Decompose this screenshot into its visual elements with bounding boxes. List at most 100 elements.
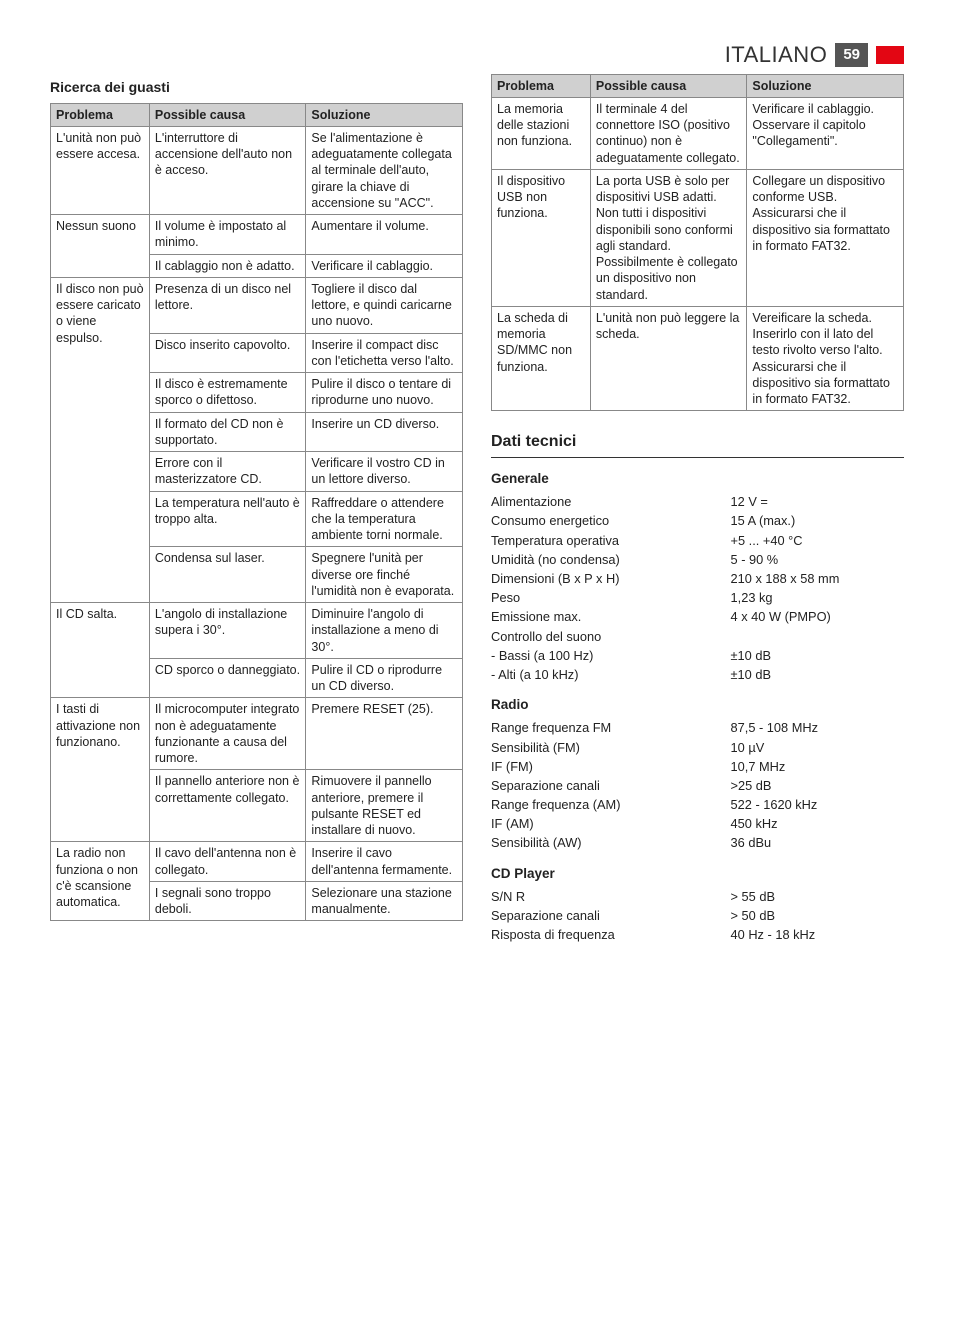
spec-row: Risposta di frequenza40 Hz - 18 kHz — [491, 925, 904, 944]
solution-cell: Selezionare una stazione manualmente. — [306, 881, 463, 921]
page-header: ITALIANO 59 — [50, 40, 904, 70]
solution-cell: Aumentare il volume. — [306, 215, 463, 255]
cause-cell: I segnali sono troppo deboli. — [149, 881, 306, 921]
spec-value: 87,5 - 108 MHz — [731, 718, 904, 737]
spec-row: Consumo energetico15 A (max.) — [491, 511, 904, 530]
th-cause-r: Possible causa — [590, 74, 747, 97]
th-solution-r: Soluzione — [747, 74, 904, 97]
red-accent-bar — [876, 46, 904, 64]
spec-value: 4 x 40 W (PMPO) — [731, 607, 904, 626]
spec-value: > 50 dB — [731, 906, 904, 925]
problem-cell: L'unità non può essere accesa. — [51, 126, 150, 214]
spec-row: - Bassi (a 100 Hz)±10 dB — [491, 646, 904, 665]
spec-label: IF (AM) — [491, 814, 731, 833]
spec-value: 210 x 188 x 58 mm — [731, 569, 904, 588]
spec-value: 12 V = — [731, 492, 904, 511]
spec-label: Risposta di frequenza — [491, 925, 731, 944]
spec-row: Range frequenza FM87,5 - 108 MHz — [491, 718, 904, 737]
spec-label: Dimensioni (B x P x H) — [491, 569, 731, 588]
spec-value: 522 - 1620 kHz — [731, 795, 904, 814]
cause-cell: L'angolo di installazione supera i 30°. — [149, 603, 306, 659]
main-columns: Ricerca dei guasti Problema Possible cau… — [50, 74, 904, 945]
spec-subheading: CD Player — [491, 865, 904, 883]
solution-cell: Rimuovere il pannello anteriore, premere… — [306, 770, 463, 842]
spec-value: 15 A (max.) — [731, 511, 904, 530]
solution-cell: Vereificare la scheda. Inserirlo con il … — [747, 306, 904, 411]
left-column: Ricerca dei guasti Problema Possible cau… — [50, 74, 463, 922]
spec-label: Temperatura operativa — [491, 531, 731, 550]
cause-cell: L'interruttore di accensione dell'auto n… — [149, 126, 306, 214]
cause-cell: Il volume è impostato al minimo. — [149, 215, 306, 255]
spec-row: Alimentazione12 V = — [491, 492, 904, 511]
cause-cell: Il pannello anteriore non è correttament… — [149, 770, 306, 842]
solution-cell: Spegnere l'unità per diverse ore finché … — [306, 547, 463, 603]
cause-cell: Il formato del CD non è supportato. — [149, 412, 306, 452]
spec-value: 450 kHz — [731, 814, 904, 833]
spec-label: Alimentazione — [491, 492, 731, 511]
problem-cell: Nessun suono — [51, 215, 150, 278]
cause-cell: Il cablaggio non è adatto. — [149, 254, 306, 277]
problem-cell: Il CD salta. — [51, 603, 150, 698]
solution-cell: Verificare il cablaggio. — [306, 254, 463, 277]
spec-label: Sensibilità (AW) — [491, 833, 731, 852]
spec-label: S/N R — [491, 887, 731, 906]
spec-label: - Alti (a 10 kHz) — [491, 665, 731, 684]
solution-cell: Se l'alimentazione è adeguatamente colle… — [306, 126, 463, 214]
th-cause: Possible causa — [149, 103, 306, 126]
problem-cell: Il dispositivo USB non funziona. — [492, 169, 591, 306]
spec-label: IF (FM) — [491, 757, 731, 776]
spec-row: Separazione canali> 50 dB — [491, 906, 904, 925]
spec-label: Umidità (no condensa) — [491, 550, 731, 569]
spec-row: Umidità (no condensa)5 - 90 % — [491, 550, 904, 569]
spec-label: Consumo energetico — [491, 511, 731, 530]
spec-value: 10 µV — [731, 738, 904, 757]
spec-value: >25 dB — [731, 776, 904, 795]
spec-value: +5 ... +40 °C — [731, 531, 904, 550]
troubleshooting-table-right: Problema Possible causa Soluzione La mem… — [491, 74, 904, 412]
spec-label: Range frequenza FM — [491, 718, 731, 737]
solution-cell: Diminuire l'angolo di installazione a me… — [306, 603, 463, 659]
spec-label: Separazione canali — [491, 776, 731, 795]
solution-cell: Pulire il disco o tentare di riprodurne … — [306, 373, 463, 413]
solution-cell: Premere RESET (25). — [306, 698, 463, 770]
th-problem: Problema — [51, 103, 150, 126]
cause-cell: Il cavo dell'antenna non è collegato. — [149, 842, 306, 882]
solution-cell: Raffreddare o attendere che la temperatu… — [306, 491, 463, 547]
solution-cell: Togliere il disco dal lettore, e quindi … — [306, 277, 463, 333]
troubleshooting-table-left: Problema Possible causa Soluzione L'unit… — [50, 103, 463, 922]
problem-cell: La scheda di memoria SD/MMC non funziona… — [492, 306, 591, 411]
cause-cell: Errore con il masterizzatore CD. — [149, 452, 306, 492]
spec-label: Peso — [491, 588, 731, 607]
cause-cell: Disco inserito capovolto. — [149, 333, 306, 373]
spec-value: 5 - 90 % — [731, 550, 904, 569]
cause-cell: CD sporco o danneggiato. — [149, 658, 306, 698]
page-number: 59 — [835, 43, 868, 67]
solution-cell: Inserire un CD diverso. — [306, 412, 463, 452]
right-column: Problema Possible causa Soluzione La mem… — [491, 74, 904, 945]
solution-cell: Pulire il CD o riprodurre un CD diverso. — [306, 658, 463, 698]
tech-data-heading: Dati tecnici — [491, 431, 904, 458]
spec-row: IF (FM)10,7 MHz — [491, 757, 904, 776]
problem-cell: La memoria delle stazioni non funziona. — [492, 97, 591, 169]
spec-row: Controllo del suono — [491, 627, 904, 646]
spec-value — [731, 627, 904, 646]
problem-cell: La radio non funziona o non c'è scansion… — [51, 842, 150, 921]
cause-cell: La porta USB è solo per dispositivi USB … — [590, 169, 747, 306]
spec-row: Temperatura operativa+5 ... +40 °C — [491, 531, 904, 550]
spec-value: 1,23 kg — [731, 588, 904, 607]
cause-cell: Condensa sul laser. — [149, 547, 306, 603]
spec-row: Peso1,23 kg — [491, 588, 904, 607]
th-solution: Soluzione — [306, 103, 463, 126]
cause-cell: La temperatura nell'auto è troppo alta. — [149, 491, 306, 547]
spec-row: Emissione max.4 x 40 W (PMPO) — [491, 607, 904, 626]
troubleshooting-title: Ricerca dei guasti — [50, 78, 463, 97]
spec-value: ±10 dB — [731, 665, 904, 684]
spec-row: IF (AM)450 kHz — [491, 814, 904, 833]
cause-cell: Il disco è estremamente sporco o difetto… — [149, 373, 306, 413]
spec-label: Sensibilità (FM) — [491, 738, 731, 757]
cause-cell: L'unità non può leggere la scheda. — [590, 306, 747, 411]
cause-cell: Presenza di un disco nel lettore. — [149, 277, 306, 333]
spec-value: 40 Hz - 18 kHz — [731, 925, 904, 944]
solution-cell: Inserire il cavo dell'antenna fermamente… — [306, 842, 463, 882]
solution-cell: Inserire il compact disc con l'etichetta… — [306, 333, 463, 373]
